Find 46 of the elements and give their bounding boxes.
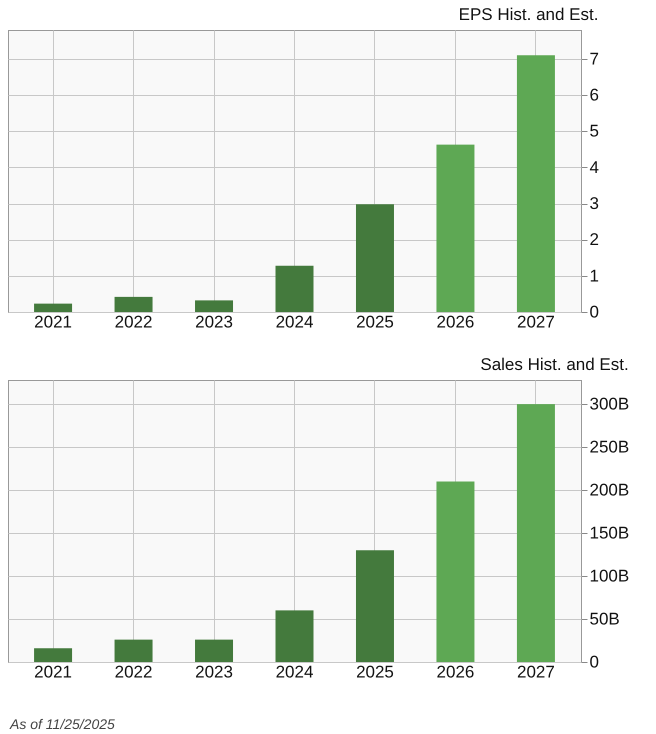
x-tick-label: 2025 — [356, 662, 394, 682]
y-tick-label: 5 — [590, 122, 599, 141]
x-tick-label: 2023 — [195, 662, 233, 682]
bar — [34, 648, 72, 662]
x-tick-label: 2027 — [517, 662, 555, 682]
x-tick-label: 2026 — [436, 662, 474, 682]
bar — [436, 144, 474, 312]
y-tick-label: 4 — [590, 158, 599, 177]
bar — [356, 550, 394, 662]
y-tick-label: 3 — [590, 194, 599, 214]
x-tick-label: 2025 — [356, 312, 394, 332]
y-tick-label: 0 — [590, 652, 599, 672]
x-tick-label: 2024 — [276, 662, 314, 682]
y-tick-label: 6 — [590, 86, 599, 105]
bar — [114, 640, 153, 662]
y-tick-label: 150B — [590, 524, 630, 543]
x-tick-label: 2022 — [114, 312, 152, 332]
bar — [114, 296, 153, 312]
bar — [436, 481, 474, 662]
bar — [195, 300, 234, 312]
x-tick-label: 2024 — [276, 312, 314, 332]
y-tick-label: 300B — [590, 394, 630, 414]
bar — [516, 55, 555, 312]
x-tick-label: 2022 — [114, 662, 152, 682]
bar — [276, 266, 314, 312]
text: As of 11/25/2025 — [10, 716, 115, 732]
bar — [516, 404, 555, 662]
y-tick-label: 1 — [590, 266, 599, 286]
y-tick-label: 7 — [590, 49, 599, 68]
y-tick-label: 250B — [590, 438, 630, 457]
x-tick-label: 2021 — [34, 312, 72, 332]
x-tick-label: 2021 — [34, 662, 72, 682]
y-tick-label: 0 — [590, 302, 599, 322]
chart-title: EPS Hist. and Est. — [458, 5, 598, 24]
x-tick-label: 2023 — [195, 312, 233, 332]
y-tick-label: 50B — [590, 610, 620, 629]
y-tick-label: 2 — [590, 230, 599, 250]
x-tick-label: 2026 — [436, 312, 474, 332]
bar — [356, 204, 394, 312]
y-tick-label: 200B — [590, 480, 630, 500]
bar — [34, 304, 72, 312]
chart-title: Sales Hist. and Est. — [480, 355, 629, 374]
y-tick-label: 100B — [590, 566, 630, 586]
bar — [276, 610, 314, 662]
x-tick-label: 2027 — [517, 312, 555, 332]
bar — [195, 640, 234, 662]
